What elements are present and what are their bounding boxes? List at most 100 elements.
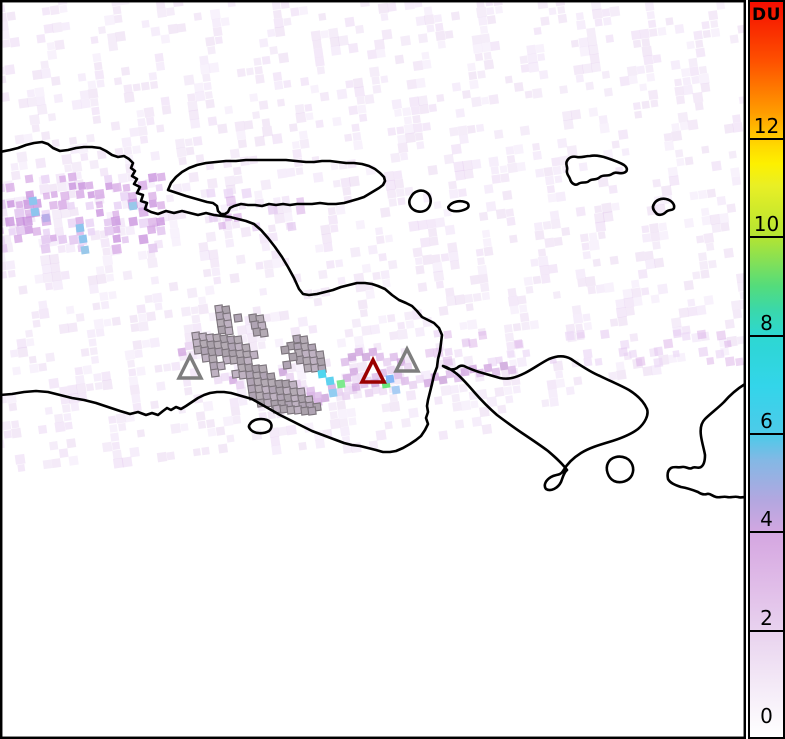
- data-pixel: [240, 226, 252, 238]
- data-pixel: [582, 313, 591, 322]
- data-pixel: [427, 164, 438, 176]
- data-pixel: [417, 95, 429, 106]
- data-pixel: [397, 321, 406, 330]
- data-pixel: [276, 168, 288, 179]
- colorbar: DU 12 10 8 6 4 2 0: [748, 0, 785, 739]
- colorbar-tick-label: 0: [760, 704, 773, 728]
- colorbar-tick-line: [750, 236, 783, 238]
- data-pixel: [146, 311, 157, 322]
- data-pixel: [325, 376, 335, 386]
- data-pixel: [236, 129, 247, 141]
- data-pixel: [354, 281, 366, 293]
- data-pixel: [65, 242, 76, 253]
- colorbar-tick-line: [750, 138, 783, 140]
- data-pixel: [650, 364, 662, 376]
- data-pixel: [384, 421, 393, 430]
- data-pixel: [458, 383, 468, 393]
- data-pixel: [152, 292, 163, 304]
- data-pixel: [701, 20, 710, 30]
- data-pixel: [375, 429, 387, 441]
- data-pixel: [663, 132, 673, 142]
- data-pixel: [283, 79, 292, 89]
- data-pixel: [353, 335, 364, 346]
- data-pixel: [138, 321, 149, 332]
- data-pixel: [450, 11, 461, 21]
- data-pixel: [385, 374, 395, 384]
- data-pixel: [124, 349, 136, 361]
- data-pixel: [254, 66, 263, 75]
- data-pixel: [583, 357, 593, 367]
- data-pixel: [672, 329, 682, 339]
- data-pixel: [471, 416, 483, 427]
- data-pixel: [128, 216, 139, 227]
- data-pixel: [445, 358, 457, 369]
- data-pixel: [88, 283, 99, 294]
- data-pixel: [103, 218, 112, 227]
- map-frame: [0, 0, 746, 739]
- data-pixel: [459, 321, 468, 331]
- data-pixel: [618, 347, 629, 357]
- data-pixel: [608, 371, 618, 381]
- coastline-islet-northeast: [651, 197, 676, 217]
- data-pixel: [561, 110, 573, 122]
- data-pixel: [218, 221, 227, 230]
- data-pixel: [40, 60, 50, 70]
- data-pixel: [408, 220, 420, 232]
- data-pixel: [276, 98, 286, 107]
- data-pixel: [80, 245, 90, 255]
- data-pixel: [519, 312, 530, 323]
- data-pixel: [289, 123, 298, 132]
- data-pixel: [444, 347, 453, 357]
- data-pixel: [424, 348, 435, 358]
- data-pixel: [18, 285, 28, 295]
- data-pixel: [699, 260, 709, 271]
- data-pixel: [650, 99, 659, 108]
- data-pixel: [336, 88, 348, 100]
- data-pixel: [547, 193, 557, 203]
- data-pixel: [689, 66, 700, 77]
- data-pixel: [211, 267, 221, 277]
- data-pixel: [516, 161, 526, 172]
- data-pixel: [547, 388, 558, 399]
- data-pixel: [540, 16, 550, 26]
- data-pixel: [500, 173, 510, 183]
- data-pixel: [694, 101, 704, 111]
- data-pixel: [573, 376, 583, 386]
- data-pixel: [543, 166, 554, 177]
- data-pixel: [698, 189, 708, 200]
- data-pixel: [683, 218, 695, 229]
- data-pixel: [381, 28, 393, 41]
- data-pixel: [361, 325, 372, 336]
- data-pixel: [327, 214, 339, 225]
- data-pixel: [295, 112, 307, 124]
- data-pixel: [457, 125, 468, 136]
- data-pixel: [356, 96, 365, 105]
- data-pixel: [575, 268, 586, 280]
- data-pixel: [115, 31, 126, 42]
- data-pixel: [53, 218, 63, 228]
- data-pixel: [387, 313, 396, 323]
- data-pixel: [60, 270, 70, 280]
- data-pixel: [45, 352, 56, 363]
- data-pixel: [710, 20, 719, 28]
- data-pixel: [449, 384, 460, 394]
- data-pixel: [184, 138, 193, 147]
- data-pixel: [286, 424, 297, 436]
- data-pixel: [552, 290, 561, 300]
- data-pixel: [94, 70, 105, 80]
- data-pixel: [92, 115, 102, 125]
- data-pixel: [435, 280, 444, 289]
- data-pixel: [342, 443, 353, 454]
- data-pixel: [77, 181, 87, 191]
- data-pixel: [641, 233, 652, 243]
- data-pixel: [18, 98, 29, 109]
- data-pixel: [56, 181, 67, 192]
- data-pixel: [371, 385, 381, 395]
- data-pixel: [674, 78, 683, 87]
- data-pixel: [110, 121, 121, 131]
- data-pixel: [598, 114, 608, 125]
- data-pixel: [393, 170, 403, 180]
- data-pixel: [41, 6, 51, 16]
- data-pixel: [337, 35, 349, 47]
- data-pixel: [571, 305, 582, 315]
